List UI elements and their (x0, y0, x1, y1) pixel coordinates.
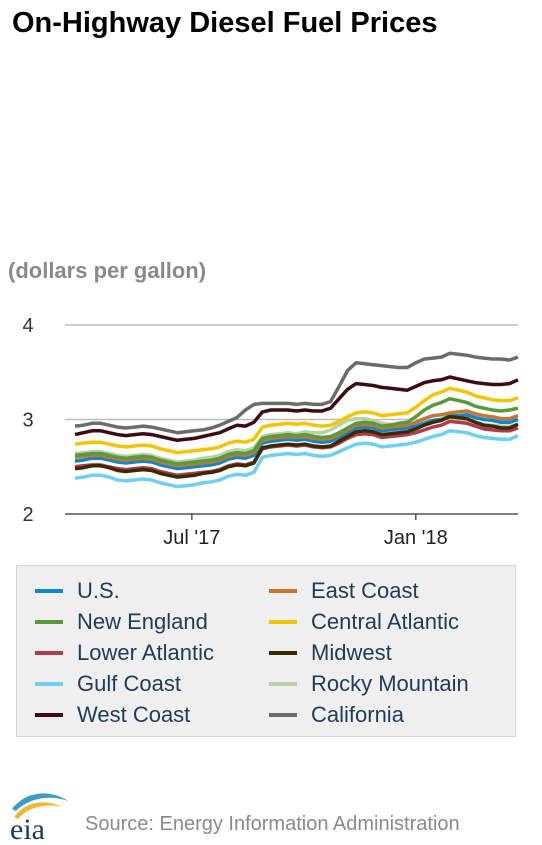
legend-label: Lower Atlantic (77, 640, 214, 665)
x-tick-label: Jan '18 (384, 527, 448, 549)
source-note: Source: Energy Information Administratio… (85, 813, 460, 835)
series-line-central-atlantic (74, 386, 519, 455)
legend-swatch (269, 713, 297, 717)
legend-item-midwest: Midwest (269, 640, 392, 666)
legend-label: Gulf Coast (77, 671, 181, 696)
legend-swatch (269, 682, 297, 686)
footer: eia Source: Energy Information Administr… (0, 785, 542, 845)
legend-label: California (311, 702, 404, 727)
chart-subtitle: (dollars per gallon) (8, 258, 207, 283)
legend-label: New England (77, 609, 208, 634)
y-tick-label: 4 (22, 315, 33, 337)
legend-item-new-england: New England (35, 609, 208, 635)
legend-item-central-atlantic: Central Atlantic (269, 609, 459, 635)
legend-item-west-coast: West Coast (35, 702, 190, 728)
eia-logo: eia (10, 793, 68, 843)
series-line-east-coast (74, 409, 519, 468)
chart-legend: U.S. East Coast New England Central Atlanti… (16, 565, 516, 737)
legend-swatch (35, 589, 63, 593)
axis-layer: 2 3 4 Jul '17 Jan '18 (22, 315, 447, 549)
legend-item-u-s: U.S. (35, 578, 120, 604)
eia-logo-swoosh-icon (14, 802, 62, 819)
legend-item-california: California (269, 702, 404, 728)
line-chart: 2 3 4 Jul '17 Jan '18 (22, 315, 519, 549)
series-layer (74, 351, 519, 489)
legend-swatch (35, 713, 63, 717)
legend-label: Central Atlantic (311, 609, 459, 634)
legend-item-east-coast: East Coast (269, 578, 419, 604)
series-line-gulf-coast (74, 429, 519, 489)
legend-swatch (269, 651, 297, 655)
legend-swatch (35, 620, 63, 624)
legend-swatch (269, 620, 297, 624)
legend-label: Midwest (311, 640, 392, 665)
legend-swatch (269, 589, 297, 593)
legend-label: Rocky Mountain (311, 671, 469, 696)
legend-swatch (35, 682, 63, 686)
legend-item-rocky-mountain: Rocky Mountain (269, 671, 469, 697)
legend-item-gulf-coast: Gulf Coast (35, 671, 181, 697)
y-tick-label: 3 (22, 410, 33, 432)
y-tick-label: 2 (22, 504, 33, 526)
x-tick-label: Jul '17 (163, 527, 220, 549)
series-line-west-coast (74, 375, 519, 443)
legend-label: West Coast (77, 702, 191, 727)
eia-logo-text: eia (10, 813, 45, 843)
legend-label: U.S. (77, 578, 120, 603)
eia-logo-swoosh-icon (12, 793, 68, 811)
series-line-midwest (74, 414, 519, 479)
series-line-california (74, 351, 519, 435)
legend-swatch (35, 651, 63, 655)
legend-item-lower-atlantic: Lower Atlantic (35, 640, 214, 666)
series-line-new-england (74, 396, 519, 466)
chart-title: On-Highway Diesel Fuel Prices (12, 7, 438, 39)
legend-label: East Coast (311, 578, 419, 603)
